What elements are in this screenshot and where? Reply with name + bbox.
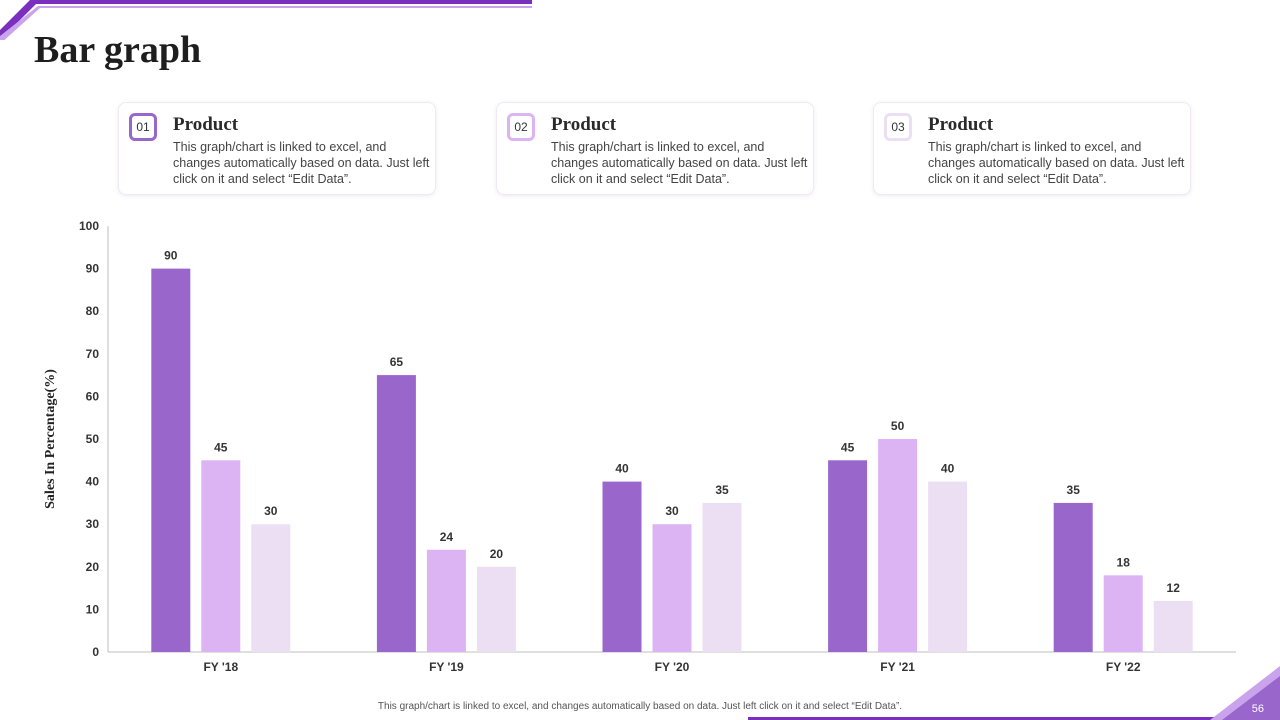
x-tick-label: FY '18 <box>203 660 238 674</box>
bar <box>828 460 868 652</box>
data-label: 90 <box>164 249 178 263</box>
bar <box>878 439 918 652</box>
x-tick-label: FY '21 <box>880 660 915 674</box>
data-label: 45 <box>841 440 855 454</box>
y-tick-label: 40 <box>86 475 100 489</box>
bar <box>376 375 416 652</box>
y-tick-label: 60 <box>86 389 100 403</box>
bar <box>151 268 191 652</box>
data-label: 40 <box>615 462 629 476</box>
data-label: 30 <box>665 504 679 518</box>
bottom-decoration <box>748 666 1280 720</box>
y-tick-label: 100 <box>79 219 99 233</box>
data-label: 20 <box>490 547 504 561</box>
data-label: 35 <box>1067 483 1081 497</box>
y-tick-label: 50 <box>86 432 100 446</box>
bar-chart[interactable]: 0 10 20 30 40 50 60 70 80 90 100 Sales In Percentag… <box>0 210 1280 690</box>
card-title: Product <box>551 114 617 135</box>
bar <box>1053 502 1093 652</box>
y-tick-label: 90 <box>86 262 100 276</box>
y-tick-label: 70 <box>86 347 100 361</box>
y-tick-label: 20 <box>86 560 100 574</box>
card-description: This graph/chart is linked to excel, and… <box>928 140 1185 186</box>
bar <box>928 481 968 652</box>
page-number: 56 <box>1251 703 1264 715</box>
bar <box>1103 575 1143 652</box>
y-tick-label: 10 <box>86 602 100 616</box>
bar <box>201 460 241 652</box>
y-axis-title: Sales In Percentage(%) <box>43 369 58 509</box>
x-tick-label: FY '19 <box>429 660 464 674</box>
footer-note: This graph/chart is linked to excel, and… <box>377 701 903 712</box>
product-card-3[interactable]: 03 Product This graph/chart is linked to… <box>873 102 1191 195</box>
data-label: 24 <box>440 530 454 544</box>
y-tick-label: 80 <box>86 304 100 318</box>
y-tick-label: 30 <box>86 517 100 531</box>
card-description: This graph/chart is linked to excel, and… <box>551 140 808 186</box>
card-description: This graph/chart is linked to excel, and… <box>173 140 430 186</box>
bar <box>1153 600 1193 652</box>
bar <box>476 566 516 652</box>
bar <box>602 481 642 652</box>
card-number-badge: 02 <box>507 113 535 141</box>
y-tick-label: 0 <box>92 645 99 659</box>
page-title: Bar graph <box>34 29 202 71</box>
data-label: 30 <box>264 504 278 518</box>
data-label: 40 <box>941 462 955 476</box>
product-card-1[interactable]: 01 Product This graph/chart is linked to… <box>118 102 436 195</box>
card-title: Product <box>928 114 994 135</box>
x-tick-label: FY '22 <box>1106 660 1141 674</box>
data-label: 18 <box>1117 555 1131 569</box>
data-label: 45 <box>214 440 228 454</box>
data-label: 35 <box>715 483 729 497</box>
bar <box>652 524 692 652</box>
card-number-badge: 01 <box>129 113 157 141</box>
card-title: Product <box>173 114 239 135</box>
data-label: 50 <box>891 419 905 433</box>
bar <box>426 549 466 652</box>
top-decoration <box>0 0 532 40</box>
card-number-badge: 03 <box>884 113 912 141</box>
data-label: 12 <box>1167 581 1181 595</box>
bar <box>251 524 291 652</box>
bar <box>702 502 742 652</box>
x-tick-label: FY '20 <box>655 660 690 674</box>
product-card-2[interactable]: 02 Product This graph/chart is linked to… <box>496 102 814 195</box>
data-label: 65 <box>390 355 404 369</box>
